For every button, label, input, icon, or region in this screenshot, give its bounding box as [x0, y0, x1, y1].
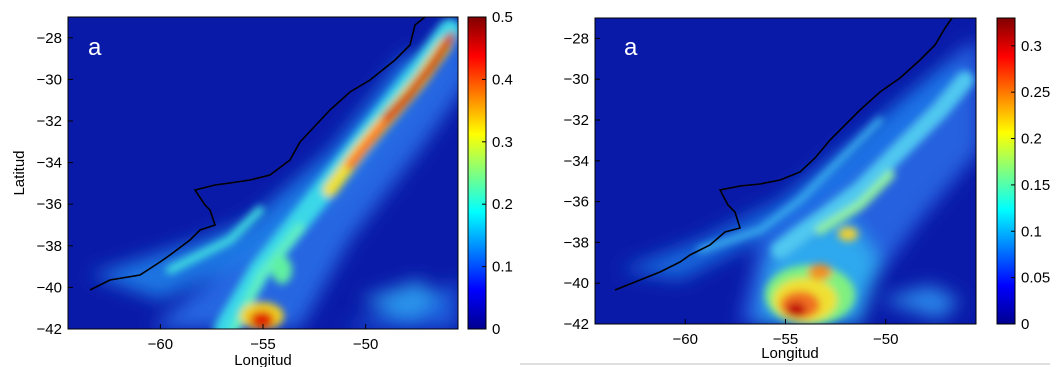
x-tick-label: −55 — [250, 336, 275, 353]
colorbar-tick-label: 0.3 — [1021, 38, 1042, 55]
colorbar-tick-label: 0.1 — [1021, 223, 1042, 240]
x-tick-label: −60 — [673, 331, 698, 348]
panel-label-left: a — [88, 34, 102, 61]
y-tick-label: −30 — [564, 71, 589, 88]
colorbar-right — [996, 17, 1016, 325]
colorbar-tick-label: 0.4 — [492, 71, 513, 88]
heatmap-field-left — [68, 17, 458, 329]
colorbar-ticks-right: 0 0.05 0.1 0.15 0.2 0.25 0.3 — [1011, 38, 1050, 333]
y-tick-label: −36 — [564, 194, 589, 211]
y-tick-label: −28 — [564, 30, 589, 47]
colorbar-ticks-left: 0 0.1 0.2 0.3 0.4 0.5 — [482, 9, 513, 338]
y-tick-label: −38 — [564, 234, 589, 251]
x-tick-label: −50 — [353, 336, 378, 353]
y-tick-label: −34 — [37, 155, 62, 172]
x-tick-label: −60 — [148, 336, 173, 353]
y-tick-label: −34 — [564, 153, 589, 170]
panel-label-right: a — [624, 34, 638, 61]
y-tick-label: −40 — [37, 279, 62, 296]
colorbar-tick-label: 0.2 — [492, 196, 513, 213]
heatmap-panel-right: a −60 −55 −50 −28 −30 −32 −34 −36 −38 −40 −42 Long… — [564, 17, 1050, 362]
colorbar-tick-label: 0 — [492, 321, 500, 338]
colorbar-tick-label: 0.15 — [1021, 177, 1050, 194]
y-tick-label: −28 — [37, 30, 62, 47]
y-tick-label: −40 — [564, 275, 589, 292]
colorbar-tick-label: 0 — [1021, 316, 1029, 333]
y-tick-label: −42 — [37, 321, 62, 338]
y-tick-label: −32 — [564, 112, 589, 129]
y-tick-label: −30 — [37, 71, 62, 88]
heatmap-field-right — [595, 18, 976, 324]
y-tick-label: −42 — [564, 316, 589, 333]
axes-left: −60 −55 −50 −28 −30 −32 −34 −36 −38 −40 −42 — [37, 30, 379, 353]
x-axis-label-left: Longitud — [234, 352, 292, 367]
coastline-right — [614, 17, 953, 291]
y-tick-label: −38 — [37, 238, 62, 255]
colorbar-tick-label: 0.2 — [1021, 131, 1042, 148]
y-axis-label-left: Latitud — [11, 150, 28, 195]
colorbar-tick-label: 0.5 — [492, 9, 513, 26]
axes-right: −60 −55 −50 −28 −30 −32 −34 −36 −38 −40 −42 — [564, 30, 899, 348]
x-axis-label-right: Longitud — [761, 345, 819, 362]
heatmap-panel-left: a −60 −55 −50 −28 −30 −32 −34 −36 −38 −40 −42 Long… — [11, 9, 513, 367]
coastline-left — [89, 16, 426, 291]
y-tick-label: −36 — [37, 196, 62, 213]
colorbar-tick-label: 0.1 — [492, 259, 513, 276]
colorbar-left — [467, 16, 487, 330]
colorbar-tick-label: 0.05 — [1021, 270, 1050, 287]
x-tick-label: −55 — [773, 331, 798, 348]
y-tick-label: −32 — [37, 113, 62, 130]
colorbar-tick-label: 0.25 — [1021, 84, 1050, 101]
x-tick-label: −50 — [873, 331, 898, 348]
colorbar-tick-label: 0.3 — [492, 134, 513, 151]
